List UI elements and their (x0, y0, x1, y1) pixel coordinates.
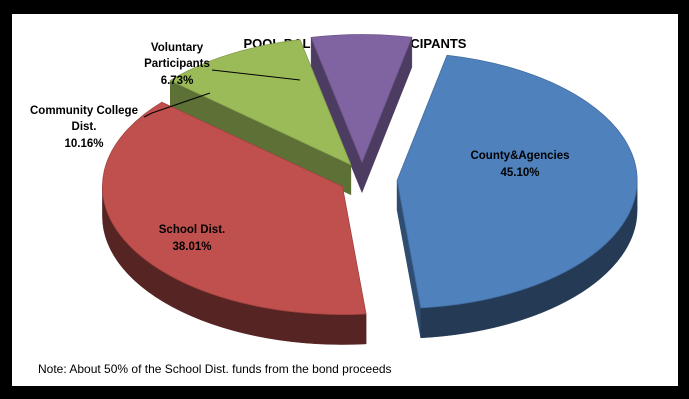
chart-frame: POOL BALANCE BY PARTICIPANTS County&Agen… (12, 14, 678, 386)
label-voluntary-name-line2: Participants (144, 58, 210, 70)
label-college-name-line2: Dist. (72, 121, 97, 133)
leader-line-college (143, 92, 211, 118)
leader-line-voluntary (211, 69, 301, 81)
slice-top-voluntary-participants (310, 34, 413, 164)
slice-county-agencies (396, 54, 638, 339)
label-county-name: County&Agencies (470, 150, 569, 162)
chart-note: Note: About 50% of the School Dist. fund… (38, 362, 392, 376)
label-school-pct: 38.01% (172, 241, 211, 253)
pie-chart: POOL BALANCE BY PARTICIPANTS County&Agen… (30, 34, 638, 345)
slice-voluntary-participants (310, 34, 413, 193)
slice-community-college (169, 39, 352, 196)
label-college-pct: 10.16% (64, 138, 103, 150)
slice-top-county-agencies (396, 54, 638, 309)
label-voluntary-pct: 6.73% (161, 75, 194, 87)
slice-top-school-dist (102, 101, 367, 315)
label-county-pct: 45.10% (500, 167, 539, 179)
slice-top-community-college (169, 39, 352, 166)
label-voluntary-name-line1: Voluntary (151, 42, 204, 54)
label-college-name-line1: Community College (30, 105, 138, 117)
slice-school-dist (102, 101, 367, 345)
label-school-name: School Dist. (159, 224, 225, 236)
